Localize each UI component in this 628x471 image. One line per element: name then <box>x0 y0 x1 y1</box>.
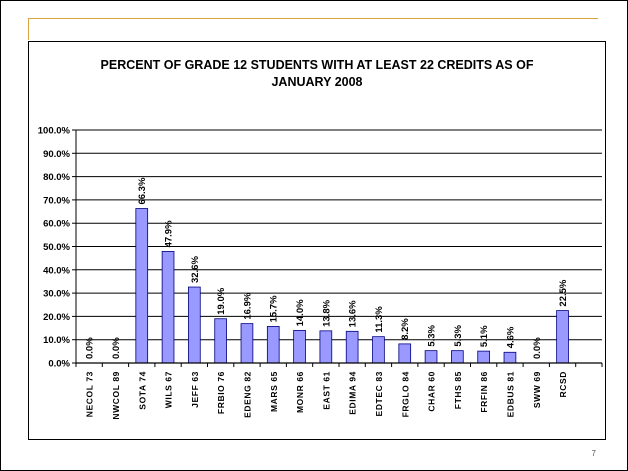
chart-title-line-1: PERCENT OF GRADE 12 STUDENTS WITH AT LEA… <box>100 58 534 72</box>
bar <box>503 351 517 364</box>
bar-chart: 0.0% 10.0% 20.0% 30.0% 40.0% 50.0% 60.0% 70.0% 8… <box>38 126 603 420</box>
bar <box>556 310 569 364</box>
bar <box>240 323 254 364</box>
data-label: 8.2% <box>400 318 411 340</box>
page-number: 7 <box>591 449 596 458</box>
data-label: 19.0% <box>216 287 227 314</box>
x-category-label: FTHS 85 <box>453 371 463 409</box>
bar <box>319 330 333 364</box>
data-label: 22.5% <box>558 279 569 306</box>
data-label: 13.8% <box>321 299 332 326</box>
y-tick-label: 20.0% <box>43 312 70 323</box>
y-tick-label: 70.0% <box>43 195 70 206</box>
x-category-label: EDTEC 83 <box>374 371 384 416</box>
x-category-label: JEFF 63 <box>190 371 200 408</box>
data-label: 0.0% <box>111 337 122 359</box>
bar <box>135 208 149 364</box>
accent-line-horizontal <box>28 18 598 19</box>
x-category-label: MONR 66 <box>295 371 305 413</box>
data-label: 5.3% <box>427 324 438 346</box>
bar <box>345 330 359 364</box>
y-tick-label: 0.0% <box>48 359 70 370</box>
data-label: 4.6% <box>505 326 516 348</box>
data-label: 0.0% <box>85 337 96 359</box>
chart-title-line-2: JANUARY 2008 <box>271 75 363 89</box>
data-label: 16.9% <box>242 292 253 319</box>
y-tick-label: 50.0% <box>43 242 70 253</box>
y-tick-label: 10.0% <box>43 335 70 346</box>
x-category-label: CHAR 60 <box>427 371 437 412</box>
y-tick-label: 60.0% <box>43 219 70 230</box>
x-category-label: EDENG 82 <box>242 371 252 418</box>
y-tick-label: 100.0% <box>38 126 71 137</box>
bar <box>398 343 412 364</box>
x-category-label: FRBIO 76 <box>216 371 226 414</box>
data-label: 0.0% <box>532 337 543 359</box>
data-label: 32.6% <box>190 256 201 283</box>
bar <box>266 326 280 364</box>
x-category-label: EDBUS 81 <box>505 371 515 417</box>
accent-line-vertical <box>28 18 29 40</box>
x-category-label: SWW 69 <box>532 371 542 408</box>
bar <box>424 350 438 364</box>
bar <box>188 286 201 364</box>
bar <box>214 318 227 364</box>
x-category-label: WILS 67 <box>164 371 174 408</box>
y-tick-label: 30.0% <box>43 289 70 300</box>
bar <box>293 329 306 364</box>
chart-title: PERCENT OF GRADE 12 STUDENTS WITH AT LEA… <box>29 57 605 91</box>
data-label: 13.6% <box>348 300 359 327</box>
x-category-label: EAST 61 <box>321 371 331 410</box>
x-category-label: FRFIN 86 <box>479 371 489 413</box>
x-category-label: RCSD <box>558 371 568 398</box>
data-label: 15.7% <box>269 295 280 322</box>
data-label: 14.0% <box>295 299 306 326</box>
bar <box>477 350 490 364</box>
y-tick-label: 90.0% <box>43 149 70 160</box>
data-label: 11.3% <box>374 306 385 333</box>
x-category-label: SOTA 74 <box>137 371 147 410</box>
bar <box>451 350 464 364</box>
x-category-label: MARS 65 <box>269 371 279 412</box>
data-label: 66.3% <box>137 177 148 204</box>
x-category-label: EDIMA 94 <box>348 371 358 415</box>
data-label: 47.9% <box>164 220 175 247</box>
data-label: 5.1% <box>479 325 490 347</box>
x-category-label: NECOL 73 <box>85 371 95 417</box>
chart-area: PERCENT OF GRADE 12 STUDENTS WITH AT LEA… <box>28 41 606 440</box>
x-category-label: NWCOL 89 <box>111 371 121 420</box>
data-label: 5.3% <box>453 324 464 346</box>
y-tick-label: 80.0% <box>43 172 70 183</box>
bar <box>372 336 385 364</box>
y-tick-label: 40.0% <box>43 265 70 276</box>
x-category-label: FRGLO 84 <box>400 371 410 417</box>
bar <box>161 250 175 364</box>
